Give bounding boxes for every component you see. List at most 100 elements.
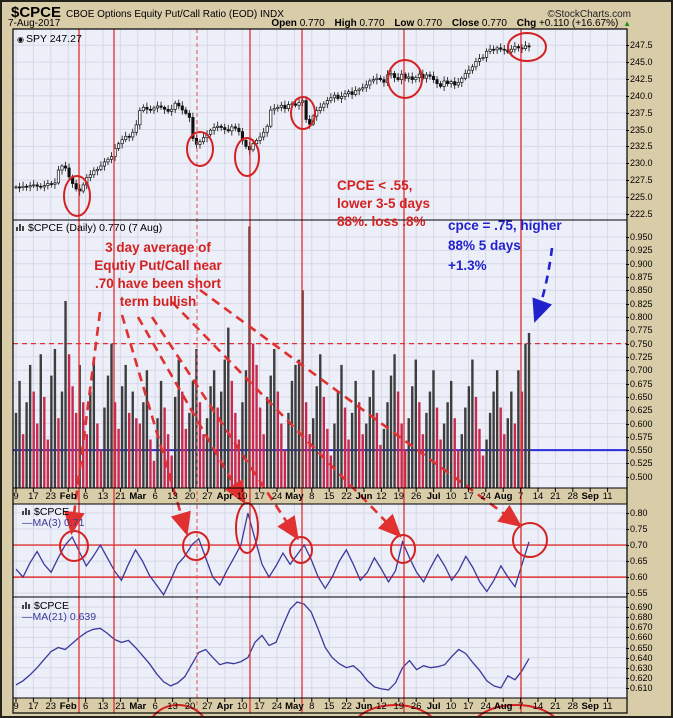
y-axis-label: 247.5 (626, 40, 653, 51)
y-axis-label: 0.70 (626, 540, 648, 551)
red-dashed-arrow (199, 288, 523, 528)
y-axis-label: 245.0 (626, 57, 653, 68)
cpce-panel-label: $CPCE (Daily) 0.770 (7 Aug) (16, 222, 162, 234)
x-axis-label: 6 (82, 701, 89, 712)
blue-dashed-arrow (532, 247, 554, 323)
y-axis-label: 0.750 (626, 338, 653, 349)
ma3-signal-circle (235, 502, 259, 554)
x-axis-label: 24 (271, 701, 283, 712)
ma3-signal-circle (289, 536, 313, 564)
x-axis-label: 19 (393, 491, 405, 502)
y-axis-label: 0.65 (626, 556, 648, 567)
low-value: 0.770 (417, 18, 443, 29)
y-axis-label: 227.5 (626, 175, 653, 186)
chg-value: +0.110 (+16.67%) (538, 18, 619, 29)
y-axis-label: 0.825 (626, 298, 653, 309)
spy-signal-circle (290, 96, 316, 130)
x-axis-label: 22 (341, 491, 352, 502)
quote-row: 7-Aug-2017 Open 0.770 High 0.770 Low 0.7… (8, 18, 631, 29)
ma3-legend: —MA(3) 0.71 (22, 517, 85, 529)
y-axis-label: 0.850 (626, 285, 653, 296)
y-axis-label: 0.950 (626, 232, 653, 243)
x-axis-label: 9 (13, 491, 19, 502)
x-axis-label: 17 (254, 701, 265, 712)
x-axis-label: May (285, 491, 304, 502)
x-axis-label: 17 (463, 491, 474, 502)
y-axis-label: 0.630 (626, 662, 653, 673)
x-axis-label: 8 (309, 701, 315, 712)
x-axis-label: Mar (129, 701, 147, 712)
x-axis-label: 21 (550, 701, 561, 712)
y-axis-label: 225.0 (626, 192, 653, 203)
x-axis-label: 19 (393, 701, 405, 712)
x-axis-label: 15 (323, 701, 335, 712)
x-axis-label: 24 (480, 491, 492, 502)
y-axis-label: 242.5 (626, 73, 653, 84)
y-axis-label: 222.5 (626, 208, 653, 219)
histogram-icon (22, 506, 31, 518)
y-axis-label: 0.500 (626, 471, 653, 482)
x-axis-label: 15 (323, 491, 335, 502)
x-axis-label: 8 (309, 491, 315, 502)
red-dashed-arrow (150, 316, 299, 541)
histogram-icon (16, 222, 25, 234)
x-axis-label: 22 (341, 701, 352, 712)
chart-date: 7-Aug-2017 (8, 18, 61, 29)
x-axis-label: Apr (216, 491, 233, 502)
x-axis-label: Jun (355, 701, 373, 712)
spy-panel-label: ◉ SPY 247.27 (17, 33, 82, 45)
y-axis-label: 0.670 (626, 622, 653, 633)
x-axis-label: 21 (115, 491, 126, 502)
x-axis-label: 10 (445, 491, 457, 502)
x-axis-label: Jun (355, 491, 373, 502)
y-axis-label: 0.875 (626, 272, 653, 282)
x-axis-label: 10 (445, 701, 457, 712)
x-axis-label: 12 (376, 491, 387, 502)
y-axis-label: 0.600 (626, 418, 653, 429)
x-axis-label: 21 (115, 701, 126, 712)
y-axis-label: 0.775 (626, 325, 653, 336)
x-axis-label: 21 (550, 491, 561, 502)
x-axis-label: 27 (202, 491, 213, 502)
y-axis-label: 0.550 (626, 445, 653, 456)
x-axis-label: 17 (28, 491, 39, 502)
y-axis-label: 0.660 (626, 632, 653, 643)
spy-signal-circle (234, 137, 260, 177)
x-axis-label: 17 (254, 491, 265, 502)
chg-label: Chg (516, 18, 537, 29)
x-axis-label: Apr (216, 701, 233, 712)
x-axis-label: 20 (184, 491, 196, 502)
red-dashed-arrow (136, 316, 246, 505)
x-axis-label: 26 (410, 701, 422, 712)
y-axis-label: 230.0 (626, 158, 653, 169)
low-label: Low (394, 18, 415, 29)
spy-signal-circle (63, 175, 91, 217)
up-triangle-icon: ▲ (623, 19, 631, 28)
x-axis-label: 9 (13, 701, 19, 712)
x-axis-label: 26 (410, 491, 422, 502)
y-axis-label: 0.700 (626, 365, 653, 376)
x-axis-label: May (285, 701, 304, 712)
blue-annotation-cpce-high: cpce = .75, higher 88% 5 days +1.3% (448, 218, 562, 273)
x-axis-label: Jul (426, 701, 441, 712)
x-axis-label: Mar (129, 491, 147, 502)
spy-signal-circle (387, 59, 423, 99)
ma3-signal-circle (512, 522, 548, 558)
y-axis-label: 0.925 (626, 245, 653, 256)
high-label: High (334, 18, 357, 29)
x-axis-label: 20 (184, 701, 196, 712)
x-axis-label: 6 (152, 491, 158, 502)
x-axis-label: 24 (480, 701, 492, 712)
date-circle-arc (150, 704, 206, 718)
x-axis-label: 13 (97, 491, 109, 502)
close-label: Close (451, 18, 480, 29)
x-axis-label: 23 (45, 491, 57, 502)
ma21-panel-symbol: $CPCE (22, 600, 69, 612)
x-axis-label: 17 (28, 701, 39, 712)
x-axis-label: Aug (493, 491, 513, 502)
y-axis-label: 0.650 (626, 391, 653, 402)
y-axis-label: 235.0 (626, 124, 653, 135)
ma21-line (15, 601, 530, 691)
y-axis-label: 0.60 (626, 572, 648, 583)
